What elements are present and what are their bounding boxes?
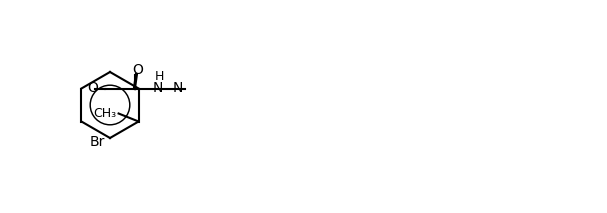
Text: Br: Br xyxy=(90,135,105,149)
Text: N: N xyxy=(172,82,183,95)
Text: CH₃: CH₃ xyxy=(93,107,117,120)
Text: O: O xyxy=(132,62,143,76)
Text: O: O xyxy=(87,82,98,95)
Text: H: H xyxy=(155,69,164,82)
Text: N: N xyxy=(152,82,163,95)
